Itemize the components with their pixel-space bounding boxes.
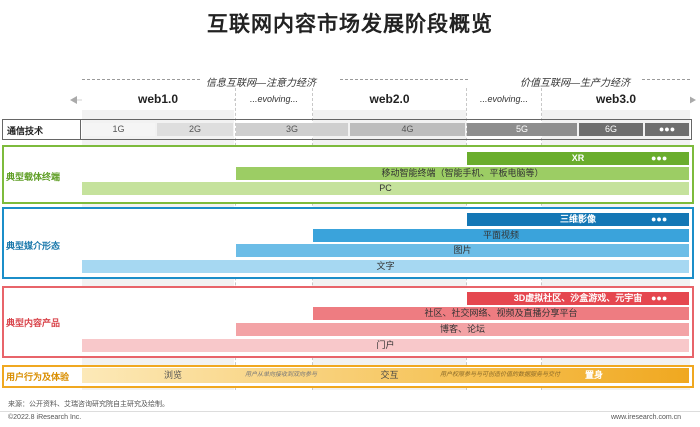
behavior-transition-1: 用户从单向接收到双向参与 xyxy=(244,372,317,378)
carrier-bar-xr: XR xyxy=(467,152,689,165)
era-label-information: 信息互联网—注意力经济 xyxy=(206,78,316,89)
media-label: 典型媒介形态 xyxy=(6,241,61,251)
media-bar-video: 平面视频 xyxy=(313,229,689,242)
ellipsis-dots-icon: ●●● xyxy=(658,124,676,134)
footer-divider xyxy=(0,411,700,412)
era-dash-right xyxy=(642,79,690,80)
behavior-segment-immerse: 置身 xyxy=(584,370,603,380)
telecom-cell-3g: 3G xyxy=(236,123,348,136)
carrier-label: 典型载体终端 xyxy=(6,172,61,182)
era-label-value: 价值互联网—生产力经济 xyxy=(520,78,630,89)
media-bar-3d: 三维影像 xyxy=(467,213,689,226)
column-header-evolving-1: ...evolving... xyxy=(236,88,312,110)
column-header-web2: web2.0 xyxy=(313,88,466,110)
telecom-cell-1g: 1G xyxy=(82,123,155,136)
content-bar-metaverse-label: 3D虚拟社区、沙盒游戏、元宇宙 xyxy=(513,293,643,303)
media-bar-3d-label: 三维影像 xyxy=(559,214,596,224)
telecom-divider xyxy=(80,120,81,139)
behavior-bar xyxy=(82,368,689,383)
telecom-label: 通信技术 xyxy=(7,126,44,136)
page-title: 互联网内容市场发展阶段概览 xyxy=(207,13,493,36)
column-header-web3: web3.0 xyxy=(542,88,690,110)
footer-source: 来源：公开资料、艾瑞咨询研究院自主研究及绘制。 xyxy=(8,401,169,408)
media-bar-text: 文字 xyxy=(82,260,689,273)
footer-website-link[interactable]: www.iresearch.com.cn xyxy=(611,414,682,421)
content-label: 典型内容产品 xyxy=(6,318,61,328)
timeline-arrow-right-icon xyxy=(689,96,696,104)
timeline-arrow-left-icon xyxy=(70,96,77,104)
ellipsis-dots-icon: ●●● xyxy=(651,293,668,303)
behavior-segment-interact: 交互 xyxy=(380,370,399,380)
ellipsis-dots-icon: ●●● xyxy=(651,153,668,163)
era-dash-left xyxy=(82,79,200,80)
content-bar-blog-forum: 博客、论坛 xyxy=(236,323,689,336)
content-bar-social: 社区、社交网络、视频及直播分享平台 xyxy=(313,307,689,320)
behavior-label: 用户行为及体验 xyxy=(6,372,70,382)
telecom-cell-6g: 6G xyxy=(579,123,643,136)
column-header-web1: web1.0 xyxy=(82,88,234,110)
ellipsis-dots-icon: ●●● xyxy=(651,214,668,224)
carrier-bar-mobile: 移动智能终端（智能手机、平板电脑等） xyxy=(236,167,689,180)
behavior-segment-browse: 浏览 xyxy=(163,370,182,380)
media-bar-image: 图片 xyxy=(236,244,689,257)
footer-copyright: ©2022.8 iResearch Inc. xyxy=(8,414,82,421)
content-bar-metaverse: 3D虚拟社区、沙盒游戏、元宇宙 xyxy=(467,292,689,305)
telecom-row xyxy=(2,119,692,140)
column-header-evolving-2: ...evolving... xyxy=(467,88,541,110)
telecom-future-cell: ●●● xyxy=(645,123,689,136)
carrier-bar-pc: PC xyxy=(82,182,689,195)
era-dash-mid xyxy=(340,79,468,80)
telecom-cell-2g: 2G xyxy=(157,123,233,136)
behavior-transition-2: 用户权限参与与可创造价值的数据服务与交付 xyxy=(439,372,560,378)
telecom-cell-4g: 4G xyxy=(350,123,465,136)
telecom-cell-5g: 5G xyxy=(467,123,577,136)
carrier-bar-xr-label: XR xyxy=(571,153,585,163)
content-bar-portal: 门户 xyxy=(82,339,689,352)
